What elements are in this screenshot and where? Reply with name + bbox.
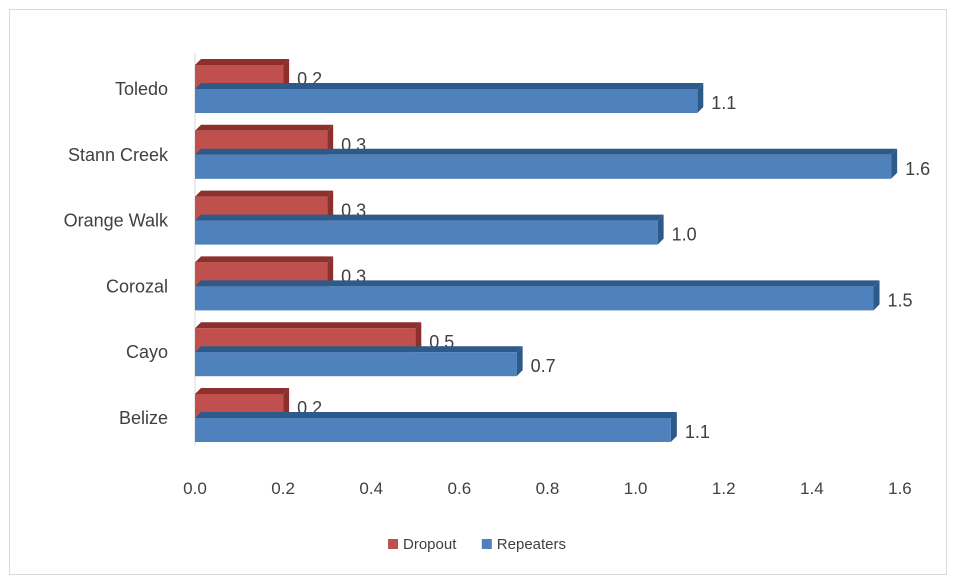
x-tick-label: 1.6 [888, 479, 912, 498]
x-tick-label: 0.8 [536, 479, 560, 498]
legend-label-dropout: Dropout [403, 536, 457, 553]
x-tick-label: 0.6 [448, 479, 472, 498]
x-tick-label: 1.0 [624, 479, 648, 498]
category-label-belize: Belize [119, 408, 168, 428]
bar-repeaters-cayo [195, 346, 523, 377]
data-label-repeaters-stann-creek: 1.6 [905, 159, 930, 179]
legend-label-repeaters: Repeaters [497, 536, 566, 553]
data-label-repeaters-corozal: 1.5 [888, 290, 913, 310]
legend-swatch-dropout [388, 539, 398, 549]
x-tick-label: 0.0 [183, 479, 207, 498]
data-label-repeaters-toledo: 1.1 [711, 93, 736, 113]
category-label-toledo: Toledo [115, 79, 168, 99]
bar-repeaters-stann-creek [195, 148, 898, 179]
bar-repeaters-orange-walk [195, 214, 664, 245]
data-label-repeaters-cayo: 0.7 [531, 356, 556, 376]
chart-frame: Toledo 0.2 1.1 Stann Creek 0.3 1.6 Orange Walk… [9, 9, 947, 575]
data-label-repeaters-orange-walk: 1.0 [672, 225, 697, 245]
x-tick-label: 1.2 [712, 479, 736, 498]
x-tick-label: 0.4 [359, 479, 383, 498]
x-tick-label: 1.4 [800, 479, 824, 498]
category-label-cayo: Cayo [126, 342, 168, 362]
bar-repeaters-corozal [195, 280, 880, 311]
category-label-stann-creek: Stann Creek [68, 145, 169, 165]
data-label-repeaters-belize: 1.1 [685, 422, 710, 442]
bar-repeaters-toledo [195, 83, 704, 113]
legend-swatch-repeaters [481, 539, 492, 549]
category-label-corozal: Corozal [106, 276, 168, 296]
x-tick-label: 0.2 [271, 479, 295, 498]
bar-repeaters-belize [195, 412, 677, 442]
category-label-orange-walk: Orange Walk [64, 211, 169, 231]
